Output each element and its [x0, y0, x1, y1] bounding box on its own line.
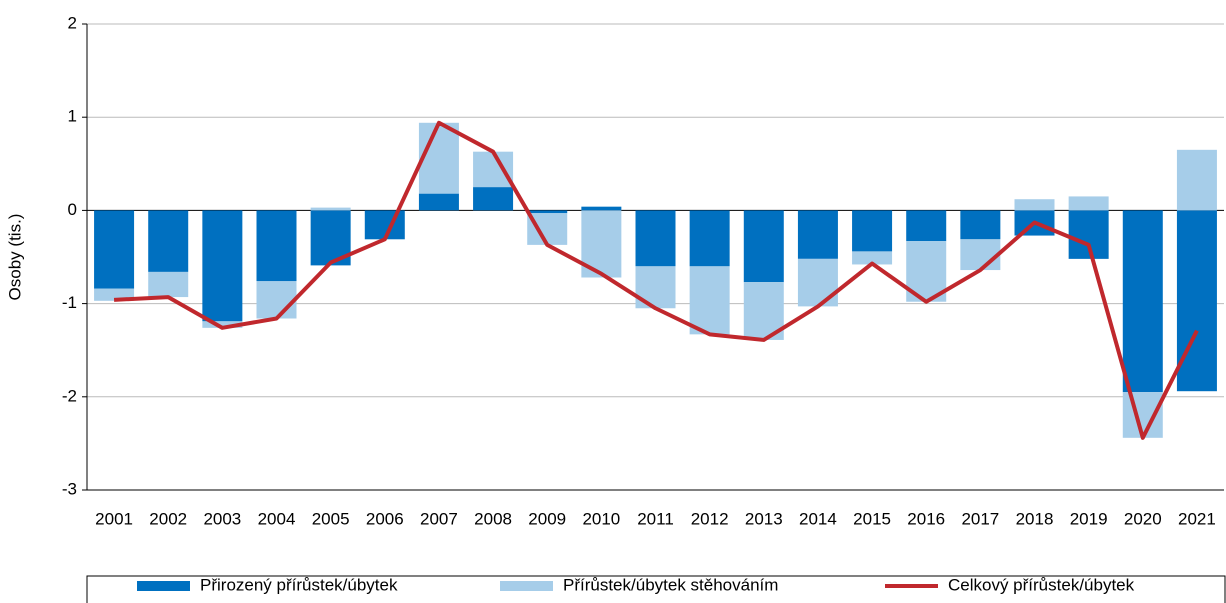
y-tick-label: -3 — [62, 479, 77, 498]
bar — [635, 210, 676, 267]
x-tick-label: 2012 — [691, 509, 729, 528]
x-tick-label: 2016 — [907, 509, 945, 528]
bar — [202, 210, 243, 322]
x-tick-label: 2013 — [745, 509, 783, 528]
x-tick-label: 2018 — [1016, 509, 1054, 528]
x-tick-label: 2001 — [95, 509, 133, 528]
y-tick-label: 1 — [68, 107, 77, 126]
x-tick-label: 2019 — [1070, 509, 1108, 528]
bar — [473, 187, 514, 211]
x-tick-label: 2007 — [420, 509, 458, 528]
bar — [418, 122, 459, 194]
bar — [1014, 199, 1055, 211]
bar — [960, 239, 1001, 271]
x-tick-label: 2006 — [366, 509, 404, 528]
x-tick-label: 2015 — [853, 509, 891, 528]
bar — [310, 207, 351, 211]
legend-swatch — [137, 581, 190, 591]
x-tick-label: 2005 — [312, 509, 350, 528]
x-tick-label: 2008 — [474, 509, 512, 528]
x-tick-label: 2020 — [1124, 509, 1162, 528]
line — [113, 120, 1199, 440]
bar — [256, 281, 297, 319]
bar — [689, 266, 730, 335]
bar — [148, 210, 189, 272]
legend-label: Přirozený přírůstek/úbytek — [200, 575, 398, 594]
y-axis-label: Osoby (tis.) — [5, 214, 24, 301]
bar — [148, 271, 189, 298]
bar — [689, 210, 730, 267]
y-tick-label: 0 — [68, 200, 77, 219]
legend-label: Přírůstek/úbytek stěhováním — [563, 575, 778, 594]
bar — [1176, 149, 1217, 211]
x-tick-label: 2002 — [149, 509, 187, 528]
bar — [852, 210, 893, 252]
bar — [473, 151, 514, 188]
bar — [906, 210, 947, 242]
x-tick-label: 2009 — [528, 509, 566, 528]
bar — [797, 210, 838, 259]
y-tick-label: -1 — [62, 293, 77, 312]
x-tick-label: 2014 — [799, 509, 837, 528]
bar — [527, 210, 568, 214]
bar — [743, 210, 784, 283]
legend-swatch — [500, 581, 553, 591]
bar — [1068, 196, 1109, 211]
bar — [202, 321, 243, 328]
bar — [418, 193, 459, 211]
x-tick-label: 2011 — [637, 509, 674, 528]
legend-label: Celkový přírůstek/úbytek — [948, 575, 1135, 594]
x-tick-label: 2010 — [582, 509, 620, 528]
y-tick-label: -2 — [62, 386, 77, 405]
bar — [1176, 210, 1217, 392]
bar — [256, 210, 297, 282]
bar — [581, 206, 622, 211]
x-tick-label: 2021 — [1178, 509, 1216, 528]
bar — [797, 258, 838, 307]
bar — [960, 210, 1001, 240]
y-tick-label: 2 — [68, 13, 77, 32]
bar — [635, 266, 676, 309]
legend-box — [86, 575, 1226, 603]
x-tick-label: 2003 — [203, 509, 241, 528]
x-tick-label: 2017 — [961, 509, 999, 528]
bar — [852, 251, 893, 265]
bar — [94, 210, 135, 289]
bar — [1122, 210, 1163, 393]
x-tick-label: 2004 — [258, 509, 296, 528]
